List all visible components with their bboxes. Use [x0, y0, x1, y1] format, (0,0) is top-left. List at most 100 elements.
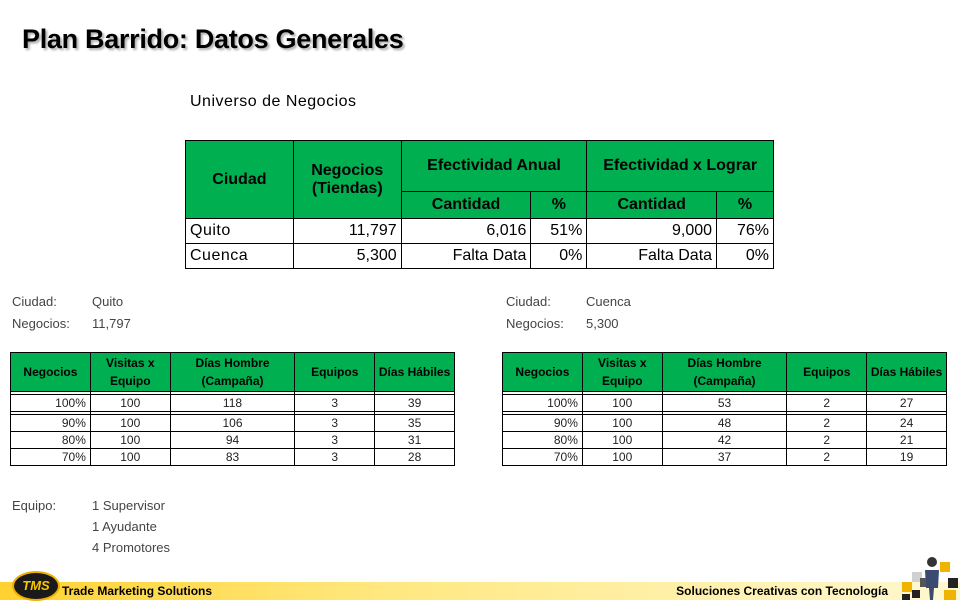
- cell: 2: [786, 448, 868, 466]
- table-row: Cuenca 5,300 Falta Data 0% Falta Data 0%: [185, 243, 774, 269]
- table-row: 100% 100 118 3 39: [10, 394, 455, 412]
- header-percent: %: [530, 191, 588, 219]
- cell: 48: [661, 414, 788, 432]
- cell: 2: [786, 394, 868, 412]
- cell: 100: [581, 431, 663, 449]
- cell: 19: [866, 448, 947, 466]
- header-dias-habiles: Días Hábiles: [374, 352, 455, 392]
- cell: 2: [786, 431, 868, 449]
- header-negocios: Negocios: [10, 352, 91, 392]
- cell-cantidad-lograr: 9,000: [586, 218, 718, 244]
- header-dias-habiles: Días Hábiles: [866, 352, 947, 392]
- table-row: Quito 11,797 6,016 51% 9,000 76%: [185, 218, 774, 244]
- cell-pct-lograr: 0%: [716, 243, 774, 269]
- footer-company: Trade Marketing Solutions: [62, 584, 213, 598]
- cell: 100: [581, 414, 663, 432]
- ciudad-label: Ciudad:: [506, 294, 551, 309]
- cell: 3: [294, 431, 376, 449]
- table-row: 80% 100 94 3 31: [10, 431, 455, 449]
- equipo-label: Equipo:: [12, 498, 57, 513]
- page-title: Plan Barrido: Datos Generales: [22, 24, 404, 54]
- cuenca-info: Ciudad: Cuenca Negocios: 5,300: [506, 294, 631, 338]
- businessman-decoration-icon: [902, 557, 958, 600]
- table-row: 80% 100 42 2 21: [502, 431, 947, 449]
- negocios-label: Negocios:: [506, 316, 564, 331]
- cell: 3: [294, 414, 376, 432]
- cell-pct-anual: 0%: [530, 243, 588, 269]
- equipo-list: Equipo: 1 Supervisor 1 Ayudante 4 Promoto…: [12, 498, 170, 561]
- quito-info: Ciudad: Quito Negocios: 11,797: [12, 294, 131, 338]
- cell: 3: [294, 394, 376, 412]
- cell: 100%: [10, 394, 91, 412]
- header-negocios: Negocios: [502, 352, 583, 392]
- cell: 100: [581, 394, 663, 412]
- cell: 70%: [502, 448, 583, 466]
- ciudad-value: Cuenca: [586, 294, 631, 309]
- table-row: 70% 100 83 3 28: [10, 448, 455, 466]
- cell-cantidad-anual: 6,016: [400, 218, 532, 244]
- cell-cantidad-anual: Falta Data: [400, 243, 532, 269]
- cell: 21: [866, 431, 947, 449]
- cell: 100: [89, 448, 171, 466]
- cell-cantidad-lograr: Falta Data: [586, 243, 718, 269]
- cell: 80%: [502, 431, 583, 449]
- header-negocios: Negocios (Tiendas): [292, 140, 402, 219]
- table-subtitle: Universo de Negocios: [190, 93, 357, 110]
- negocios-label: Negocios:: [12, 316, 70, 331]
- header-efectividad-anual: Efectividad Anual: [400, 140, 588, 192]
- cell-ciudad: Quito: [185, 218, 294, 244]
- cell: 28: [374, 448, 455, 466]
- header-efectividad-lograr: Efectividad x Lograr: [586, 140, 774, 192]
- equipo-item: 1 Supervisor: [92, 498, 165, 513]
- cell: 100: [89, 394, 171, 412]
- cell: 24: [866, 414, 947, 432]
- cell-ciudad: Cuenca: [185, 243, 294, 269]
- quito-plan-table: Negocios Visitas x Equipo Días Hombre (C…: [10, 352, 455, 466]
- cell: 90%: [10, 414, 91, 432]
- cell: 3: [294, 448, 376, 466]
- negocios-value: 11,797: [92, 316, 131, 331]
- ciudad-label: Ciudad:: [12, 294, 57, 309]
- header-cantidad: Cantidad: [586, 191, 718, 219]
- cell-negocios: 5,300: [292, 243, 402, 269]
- ciudad-value: Quito: [92, 294, 124, 309]
- negocios-value: 5,300: [586, 316, 619, 331]
- cell: 83: [169, 448, 296, 466]
- cell: 70%: [10, 448, 91, 466]
- header-equipos: Equipos: [294, 352, 376, 392]
- cell: 100: [581, 448, 663, 466]
- header-visitas: Visitas x Equipo: [581, 352, 663, 392]
- header-dias-hombre: Días Hombre (Campaña): [661, 352, 788, 392]
- cell-negocios: 11,797: [292, 218, 402, 244]
- header-ciudad: Ciudad: [185, 140, 294, 219]
- table-row: 70% 100 37 2 19: [502, 448, 947, 466]
- table-row: 100% 100 53 2 27: [502, 394, 947, 412]
- cell: 35: [374, 414, 455, 432]
- table-row: 90% 100 106 3 35: [10, 414, 455, 432]
- cell: 31: [374, 431, 455, 449]
- cell: 100: [89, 431, 171, 449]
- equipo-item: 4 Promotores: [92, 540, 171, 555]
- cell: 80%: [10, 431, 91, 449]
- tms-logo: TMS: [12, 571, 60, 601]
- header-percent: %: [716, 191, 774, 219]
- cell: 106: [169, 414, 296, 432]
- cell: 100: [89, 414, 171, 432]
- cuenca-plan-table: Negocios Visitas x Equipo Días Hombre (C…: [502, 352, 947, 466]
- footer-slogan: Soluciones Creativas con Tecnología: [676, 584, 888, 598]
- cell: 2: [786, 414, 868, 432]
- equipo-item: 1 Ayudante: [92, 519, 157, 534]
- cell: 27: [866, 394, 947, 412]
- header-equipos: Equipos: [786, 352, 868, 392]
- header-cantidad: Cantidad: [400, 191, 532, 219]
- cell: 100%: [502, 394, 583, 412]
- header-dias-hombre: Días Hombre (Campaña): [169, 352, 296, 392]
- footer-bar: [0, 582, 960, 600]
- header-visitas: Visitas x Equipo: [89, 352, 171, 392]
- cell: 118: [169, 394, 296, 412]
- cell: 90%: [502, 414, 583, 432]
- cell: 37: [661, 448, 788, 466]
- cell: 94: [169, 431, 296, 449]
- universe-table: Ciudad Negocios (Tiendas) Efectividad An…: [185, 140, 774, 269]
- cell-pct-anual: 51%: [530, 218, 588, 244]
